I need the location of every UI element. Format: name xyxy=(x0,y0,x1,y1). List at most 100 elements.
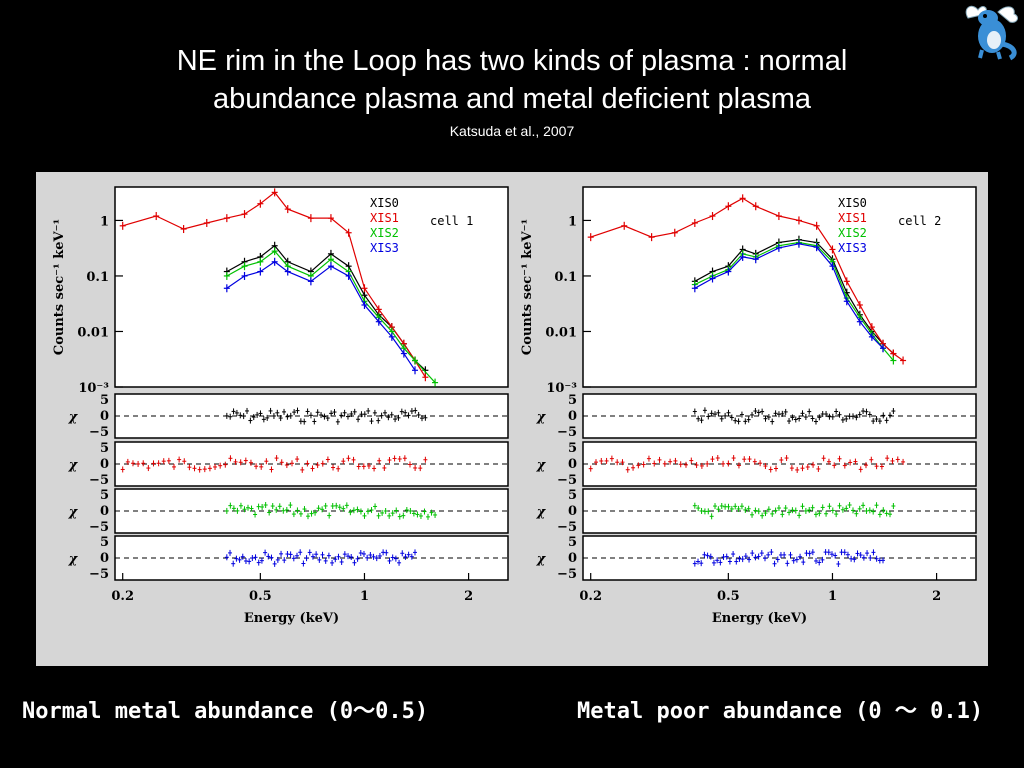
residual-point xyxy=(426,513,431,520)
residual-point xyxy=(130,460,135,467)
residual-point xyxy=(275,556,280,563)
residual-point xyxy=(365,554,370,561)
residual-point xyxy=(322,413,327,420)
residual-point xyxy=(762,555,767,562)
residual-point xyxy=(708,553,713,560)
data-point-xis3 xyxy=(361,300,368,309)
y-axis-label: Counts sec⁻¹ keV⁻¹ xyxy=(52,219,67,355)
residual-point xyxy=(416,411,421,418)
residual-point xyxy=(881,557,886,564)
slide-title-line1: NE rim in the Loop has two kinds of plas… xyxy=(176,45,848,77)
residual-point xyxy=(756,409,761,416)
residual-point xyxy=(379,412,384,419)
residual-point xyxy=(684,461,689,468)
residual-point xyxy=(719,415,724,422)
data-point-xis1 xyxy=(691,218,698,227)
residual-point xyxy=(731,551,736,558)
residual-tick-label: 0 xyxy=(568,551,577,566)
residual-point xyxy=(858,552,863,559)
data-point-xis1 xyxy=(361,284,368,293)
residual-point xyxy=(362,512,367,519)
residual-point xyxy=(662,460,667,467)
data-point-xis3 xyxy=(775,243,782,252)
residual-point xyxy=(242,506,247,513)
residual-point xyxy=(840,416,845,423)
residual-point xyxy=(231,505,236,512)
residual-point xyxy=(857,505,862,512)
residual-point xyxy=(341,505,346,512)
residual-point xyxy=(801,559,806,566)
residual-point xyxy=(852,556,857,563)
residual-point xyxy=(842,549,847,556)
residual-point xyxy=(260,503,265,510)
residual-point xyxy=(827,413,832,420)
residual-point xyxy=(384,549,389,556)
residual-point xyxy=(678,461,683,468)
residual-point xyxy=(302,506,307,513)
legend-entry-xis0: XIS0 xyxy=(838,196,867,210)
residual-point xyxy=(256,503,261,510)
data-point-xis2 xyxy=(257,257,264,266)
residual-point xyxy=(854,414,859,421)
residual-point xyxy=(285,413,290,420)
residual-point xyxy=(300,466,305,473)
residual-point xyxy=(821,455,826,462)
residual-point xyxy=(791,557,796,564)
residual-point xyxy=(766,414,771,421)
residual-point xyxy=(891,408,896,415)
residual-point xyxy=(182,458,187,465)
residual-point xyxy=(847,413,852,420)
residual-point xyxy=(716,506,721,513)
residual-point xyxy=(805,464,810,471)
residual-point xyxy=(743,506,748,513)
residual-point xyxy=(844,415,849,422)
residual-point xyxy=(358,550,363,557)
residual-point xyxy=(709,410,714,417)
residual-point xyxy=(719,502,724,509)
residual-point xyxy=(292,409,297,416)
residual-tick-label: 5 xyxy=(568,488,577,503)
residual-point xyxy=(228,413,233,420)
residual-point xyxy=(399,408,404,415)
residual-point xyxy=(874,463,879,470)
data-point-xis1 xyxy=(621,221,628,230)
residual-point xyxy=(879,463,884,470)
residual-point xyxy=(397,559,402,566)
residual-tick-label: −5 xyxy=(557,520,577,535)
residual-point xyxy=(739,411,744,418)
residual-point xyxy=(726,460,731,467)
residual-point xyxy=(752,458,757,465)
residual-point xyxy=(336,465,341,472)
residual-point xyxy=(817,559,822,566)
residual-point xyxy=(857,411,862,418)
residual-point xyxy=(814,557,819,564)
residual-tick-label: 0 xyxy=(568,504,577,519)
residual-point xyxy=(837,411,842,418)
residual-point xyxy=(727,558,732,565)
residual-point xyxy=(141,460,146,467)
residual-point xyxy=(871,549,876,556)
residual-point xyxy=(237,556,242,563)
residual-point xyxy=(254,463,259,470)
data-point-xis1 xyxy=(752,202,759,211)
residual-point xyxy=(291,555,296,562)
data-point-xis3 xyxy=(223,284,230,293)
residual-point xyxy=(901,458,906,465)
data-point-xis3 xyxy=(739,252,746,261)
residual-tick-label: −5 xyxy=(89,520,109,535)
residual-point xyxy=(411,510,416,517)
residual-point xyxy=(255,411,260,418)
residual-panel-xis0: 50−5 χ xyxy=(68,393,509,440)
residual-tick-label: 0 xyxy=(100,551,109,566)
residual-point xyxy=(798,553,803,560)
residual-point xyxy=(231,408,236,415)
residual-point xyxy=(800,410,805,417)
residual-point xyxy=(325,415,330,422)
residual-point xyxy=(855,550,860,557)
x-tick-label: 1 xyxy=(360,589,369,604)
residual-point xyxy=(301,560,306,567)
residual-point xyxy=(234,555,239,562)
residual-point xyxy=(631,464,636,471)
residual-point xyxy=(247,558,252,565)
data-point-xis2 xyxy=(241,262,248,271)
